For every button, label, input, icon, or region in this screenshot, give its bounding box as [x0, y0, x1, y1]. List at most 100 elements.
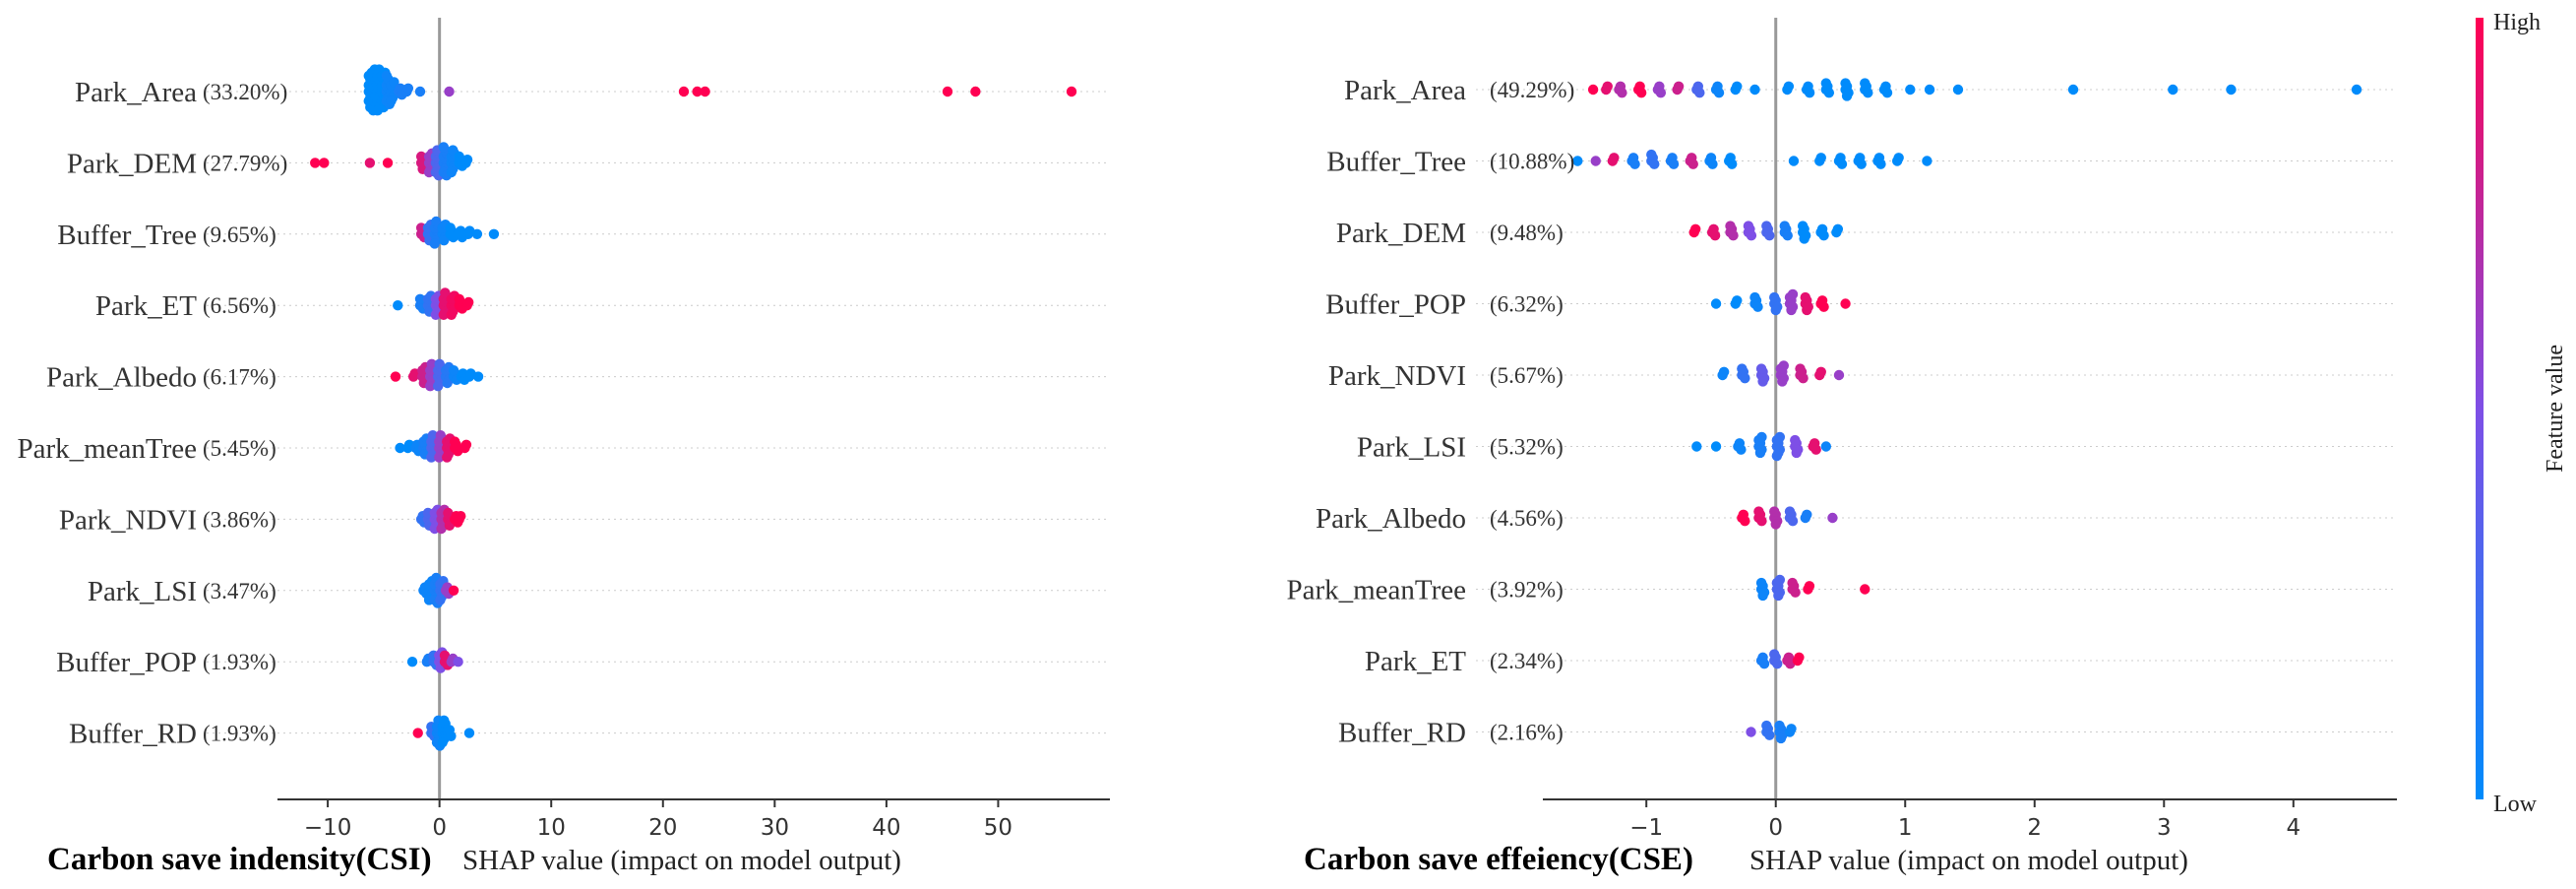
shap-point	[1784, 82, 1794, 92]
shap-point	[1764, 730, 1774, 740]
shap-point	[446, 731, 456, 741]
shap-point	[700, 87, 709, 96]
feature-importance-label: (3.86%)	[203, 507, 276, 532]
feature-importance-label: (9.48%)	[1490, 221, 1564, 245]
feature-name-label: Park_Albedo	[1316, 503, 1466, 535]
shap-point	[1805, 88, 1814, 97]
shap-point	[456, 511, 465, 521]
shap-point	[435, 595, 445, 604]
shap-point	[1905, 85, 1915, 95]
feature-importance-label: (1.93%)	[203, 722, 276, 746]
shap-point	[1694, 88, 1704, 97]
cse-x-ticks: −101234	[1629, 799, 2300, 841]
shap-point	[1776, 733, 1786, 743]
shap-point	[1827, 513, 1837, 523]
shap-point	[1740, 373, 1749, 383]
x-tick-label: 4	[2286, 815, 2300, 841]
shap-point	[1617, 88, 1626, 97]
shap-point	[445, 222, 455, 232]
shap-point	[413, 728, 423, 737]
shap-point	[1840, 298, 1850, 308]
shap-point	[1771, 305, 1781, 315]
shap-point	[391, 371, 400, 381]
shap-point	[1893, 153, 1903, 162]
x-tick-label: 40	[872, 815, 900, 841]
cse-row-gridlines	[1476, 90, 2397, 732]
shap-point	[1857, 159, 1867, 169]
shap-point	[1860, 78, 1870, 88]
shap-point	[1821, 441, 1831, 451]
x-tick-label: −1	[1629, 815, 1663, 841]
shap-point	[1794, 653, 1804, 663]
shap-point	[1790, 588, 1800, 598]
shap-point	[1674, 82, 1684, 92]
shap-point	[1772, 451, 1782, 461]
shap-point	[449, 586, 459, 596]
shap-point	[310, 158, 320, 167]
cse-title: Carbon save effeiency(CSE)	[1304, 842, 1693, 877]
feature-name-label: Park_NDVI	[59, 504, 197, 536]
shap-point	[472, 229, 482, 239]
shap-point	[1788, 516, 1798, 526]
feature-name-label: Buffer_POP	[56, 647, 197, 678]
shap-point	[1842, 91, 1852, 100]
shap-point	[1821, 78, 1831, 88]
feature-name-label: Park_Area	[75, 77, 197, 108]
shap-point	[1798, 221, 1808, 230]
feature-importance-label: (10.88%)	[1490, 150, 1574, 174]
shap-point	[1775, 575, 1785, 585]
shap-point	[1798, 373, 1808, 383]
csi-x-ticks: −1001020304050	[304, 799, 1012, 841]
cse-beeswarm	[1572, 78, 2361, 743]
feature-importance-label: (1.93%)	[203, 650, 276, 674]
shap-point	[970, 87, 980, 96]
shap-point	[450, 436, 460, 446]
shap-point	[1818, 302, 1828, 312]
shap-point	[1749, 85, 1759, 95]
feature-name-label: Buffer_RD	[1338, 718, 1466, 749]
feature-name-label: Park_ET	[1365, 646, 1466, 677]
shap-point	[489, 229, 499, 239]
shap-point	[1786, 305, 1796, 315]
feature-importance-label: (33.20%)	[203, 80, 287, 104]
shap-point	[1710, 230, 1720, 240]
shap-point	[1756, 578, 1766, 588]
shap-point	[1840, 78, 1850, 88]
shap-point	[447, 167, 457, 177]
shap-point	[1761, 221, 1771, 230]
shap-point	[1688, 159, 1698, 169]
shap-point	[1759, 659, 1769, 668]
shap-point	[407, 657, 417, 667]
x-tick-label: 10	[537, 815, 566, 841]
shap-point	[1802, 305, 1811, 315]
shap-point	[1818, 230, 1828, 240]
shap-point	[1769, 506, 1779, 516]
feature-name-label: Buffer_Tree	[57, 220, 197, 251]
shap-point	[1761, 721, 1771, 730]
shap-point	[1649, 159, 1659, 169]
shap-point	[1788, 289, 1798, 299]
feature-name-label: Park_DEM	[67, 148, 197, 179]
feature-name-label: Buffer_POP	[1325, 289, 1466, 321]
shap-point	[439, 142, 449, 152]
shap-point	[462, 155, 472, 164]
shap-point	[383, 158, 393, 167]
shap-point	[1737, 363, 1747, 373]
shap-point	[1805, 581, 1814, 591]
csi-title: Carbon save indensity(CSI)	[47, 842, 432, 877]
shap-point	[1802, 510, 1811, 520]
shap-point	[2352, 85, 2361, 95]
shap-point	[1756, 516, 1766, 526]
shap-point	[1749, 292, 1759, 302]
feature-importance-label: (49.29%)	[1490, 78, 1574, 102]
shap-summary-figure: Park_Area(33.20%)Park_DEM(27.79%)Buffer_…	[0, 0, 2576, 889]
colorbar-title: Feature value	[2543, 345, 2568, 473]
shap-point	[943, 87, 952, 96]
feature-name-label: Park_LSI	[88, 576, 197, 607]
feature-name-label: Park_meanTree	[17, 433, 197, 465]
shap-point	[1588, 85, 1598, 95]
shap-point	[393, 300, 402, 310]
shap-point	[1755, 448, 1765, 458]
feature-name-label: Buffer_RD	[69, 719, 197, 750]
shap-point	[1603, 82, 1613, 92]
